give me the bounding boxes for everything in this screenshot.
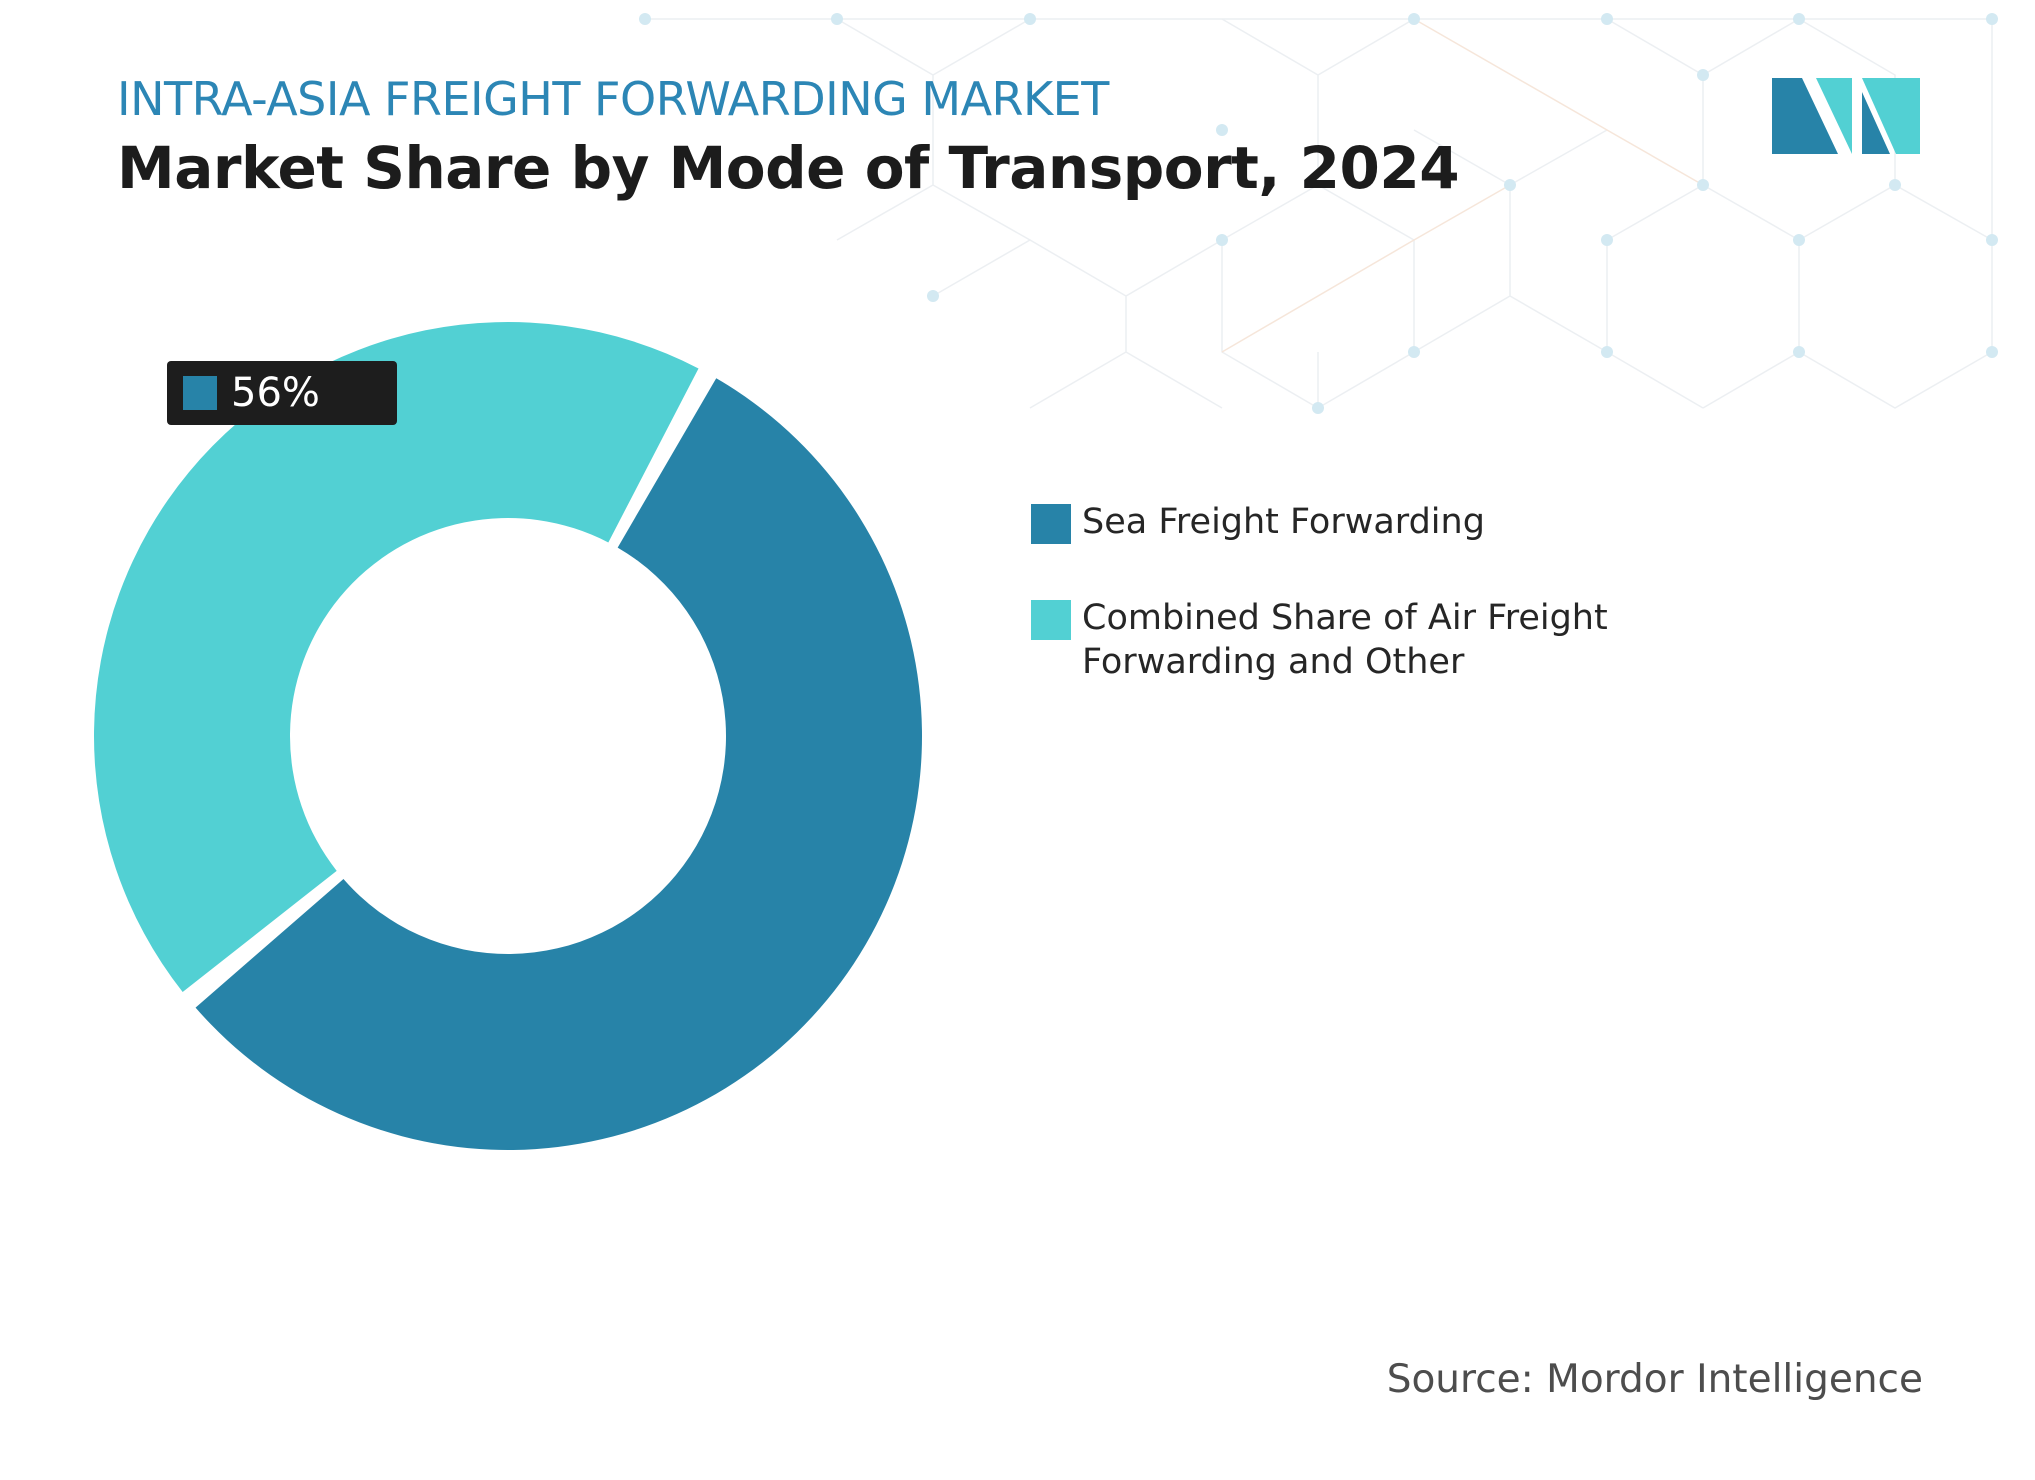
legend-item-combined-share: Combined Share of Air Freight Forwarding… bbox=[1031, 596, 1702, 684]
mordor-intelligence-logo-icon bbox=[1772, 78, 1920, 154]
data-label-sea-freight: 56% bbox=[167, 361, 397, 425]
donut-slice-sea-freight bbox=[195, 378, 923, 1150]
chart-legend: Sea Freight Forwarding Combined Share of… bbox=[1031, 500, 1702, 736]
data-label-text: 56% bbox=[231, 370, 320, 416]
legend-label: Sea Freight Forwarding bbox=[1082, 502, 1485, 542]
source-note: Source: Mordor Intelligence bbox=[1386, 1357, 1923, 1402]
legend-label: Combined Share of Air Freight Forwarding… bbox=[1082, 598, 1608, 682]
legend-item-sea-freight: Sea Freight Forwarding bbox=[1031, 500, 1702, 544]
legend-swatch-combined-share bbox=[1031, 600, 1071, 640]
donut-slice-combined-share bbox=[94, 322, 699, 993]
legend-swatch-sea-freight bbox=[1031, 504, 1071, 544]
chart-title: Market Share by Mode of Transport, 2024 bbox=[117, 134, 1460, 202]
chart-subtitle: INTRA-ASIA FREIGHT FORWARDING MARKET bbox=[117, 72, 1109, 126]
